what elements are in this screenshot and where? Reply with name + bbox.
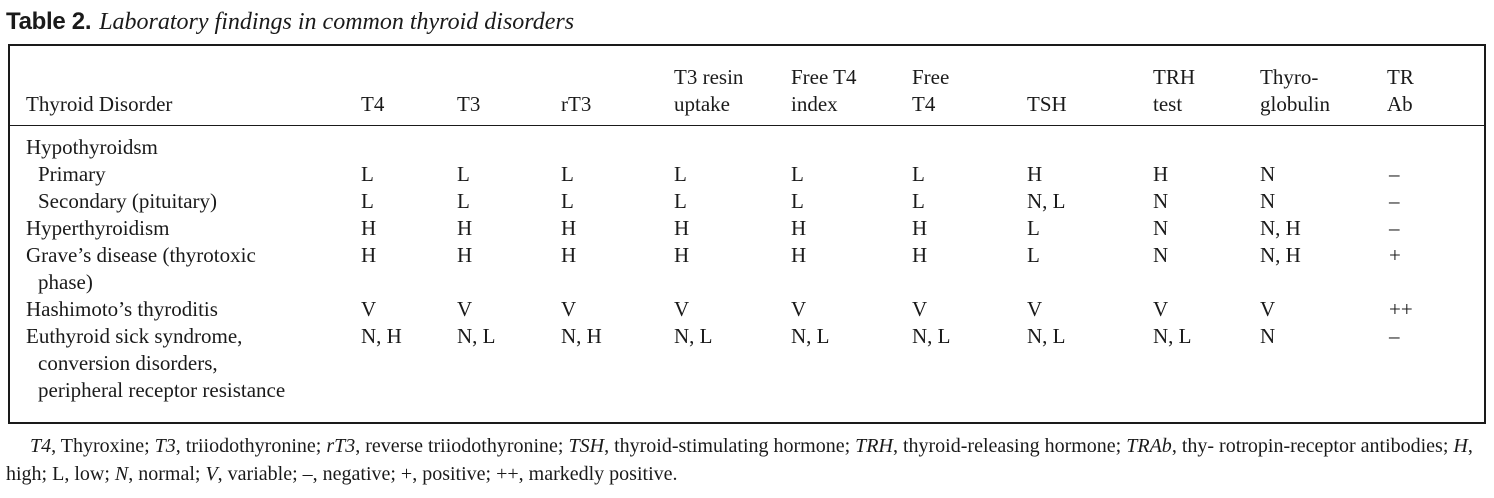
table-cell: H [1027,162,1043,186]
table-cell: L [1027,243,1040,267]
table-cell: V [912,297,928,321]
table-cell: N, L [1153,324,1192,348]
table-cell: H [674,243,690,267]
table-caption: Laboratory findings in common thyroid di… [99,9,575,35]
column-header: rT3 [561,92,592,116]
column-header-line1: Free T4 [791,65,857,89]
column-header-line1: TRH [1153,65,1195,89]
row-label: Grave’s disease (thyrotoxic [26,243,256,267]
row-label: Hyperthyroidism [26,216,170,240]
column-header-line2: test [1153,92,1183,116]
table-cell: L [912,189,925,213]
table-cell: L [457,162,470,186]
table-cell: + [1389,243,1401,267]
row-label: phase) [38,270,93,294]
table-cell: H [791,243,807,267]
table-cell: H [561,243,577,267]
table-cell: N, H [561,324,602,348]
table-cell: H [912,216,928,240]
row-label: Euthyroid sick syndrome, [26,324,243,348]
table-cell: – [1389,162,1400,186]
table-cell: V [457,297,473,321]
table-cell: L [791,162,804,186]
table-cell: L [912,162,925,186]
table-title: Table 2. Laboratory findings in common th… [6,8,574,36]
table-cell: N [1260,324,1276,348]
row-label: Primary [38,162,106,186]
table-cell: H [791,216,807,240]
table-cell: – [1389,324,1400,348]
column-header: T3 [457,92,481,116]
table-cell: H [674,216,690,240]
table-cell: ++ [1389,297,1413,321]
table-cell: N, L [457,324,496,348]
column-header-line2: Ab [1387,92,1413,116]
table-cell: N [1153,189,1169,213]
column-header: T4 [361,92,385,116]
table-cell: L [561,189,574,213]
table-cell: N [1153,243,1169,267]
table-cell: H [361,216,377,240]
table-cell: V [361,297,377,321]
table-cell: N, L [1027,189,1066,213]
row-label: Hashimoto’s thyroditis [26,297,218,321]
table-cell: H [561,216,577,240]
table-cell: V [1260,297,1276,321]
table-cell: L [457,189,470,213]
table-cell: N, H [1260,243,1301,267]
table-cell: N, L [674,324,713,348]
table-cell: – [1389,189,1400,213]
table-cell: N, H [1260,216,1301,240]
column-header: TSH [1027,92,1067,116]
column-header-line1: Free [912,65,950,89]
table-cell: L [361,189,374,213]
table-cell: V [791,297,807,321]
table-cell: H [457,216,473,240]
table-cell: V [674,297,690,321]
column-header-line2: T4 [912,92,936,116]
table-cell: H [361,243,377,267]
table-cell: N, L [1027,324,1066,348]
table-cell: H [1153,162,1169,186]
table-cell: V [1027,297,1043,321]
table-cell: N, H [361,324,402,348]
table-cell: V [561,297,577,321]
row-label: Secondary (pituitary) [38,189,218,213]
table-cell: – [1389,216,1400,240]
row-label: conversion disorders, [38,351,218,375]
table-cell: L [361,162,374,186]
column-header-line1: Thyro- [1260,65,1319,89]
column-header-line2: uptake [674,92,730,116]
table-cell: V [1153,297,1169,321]
table-cell: L [1027,216,1040,240]
column-header-line2: index [791,92,838,116]
table-cell: N [1260,162,1276,186]
table-cell: N, L [791,324,830,348]
table-cell: H [912,243,928,267]
table-cell: N [1153,216,1169,240]
table-cell: L [561,162,574,186]
table-cell: H [457,243,473,267]
table-cell: N, L [912,324,951,348]
header-rule [8,125,1486,126]
table-frame [8,44,1486,424]
column-header: Thyroid Disorder [26,92,173,116]
table-cell: L [674,162,687,186]
row-label: Hypothyroidsm [26,135,158,159]
table-label: Table 2. [6,8,92,35]
footnote: T4, Thyroxine; T3, triiodothyronine; rT3… [6,435,1473,485]
column-header-line1: TR [1387,65,1414,89]
column-header-line2: globulin [1260,92,1331,116]
row-label: peripheral receptor resistance [38,378,286,402]
table-cell: N [1260,189,1276,213]
column-header-line1: T3 resin [674,65,744,89]
table-cell: L [791,189,804,213]
table-cell: L [674,189,687,213]
